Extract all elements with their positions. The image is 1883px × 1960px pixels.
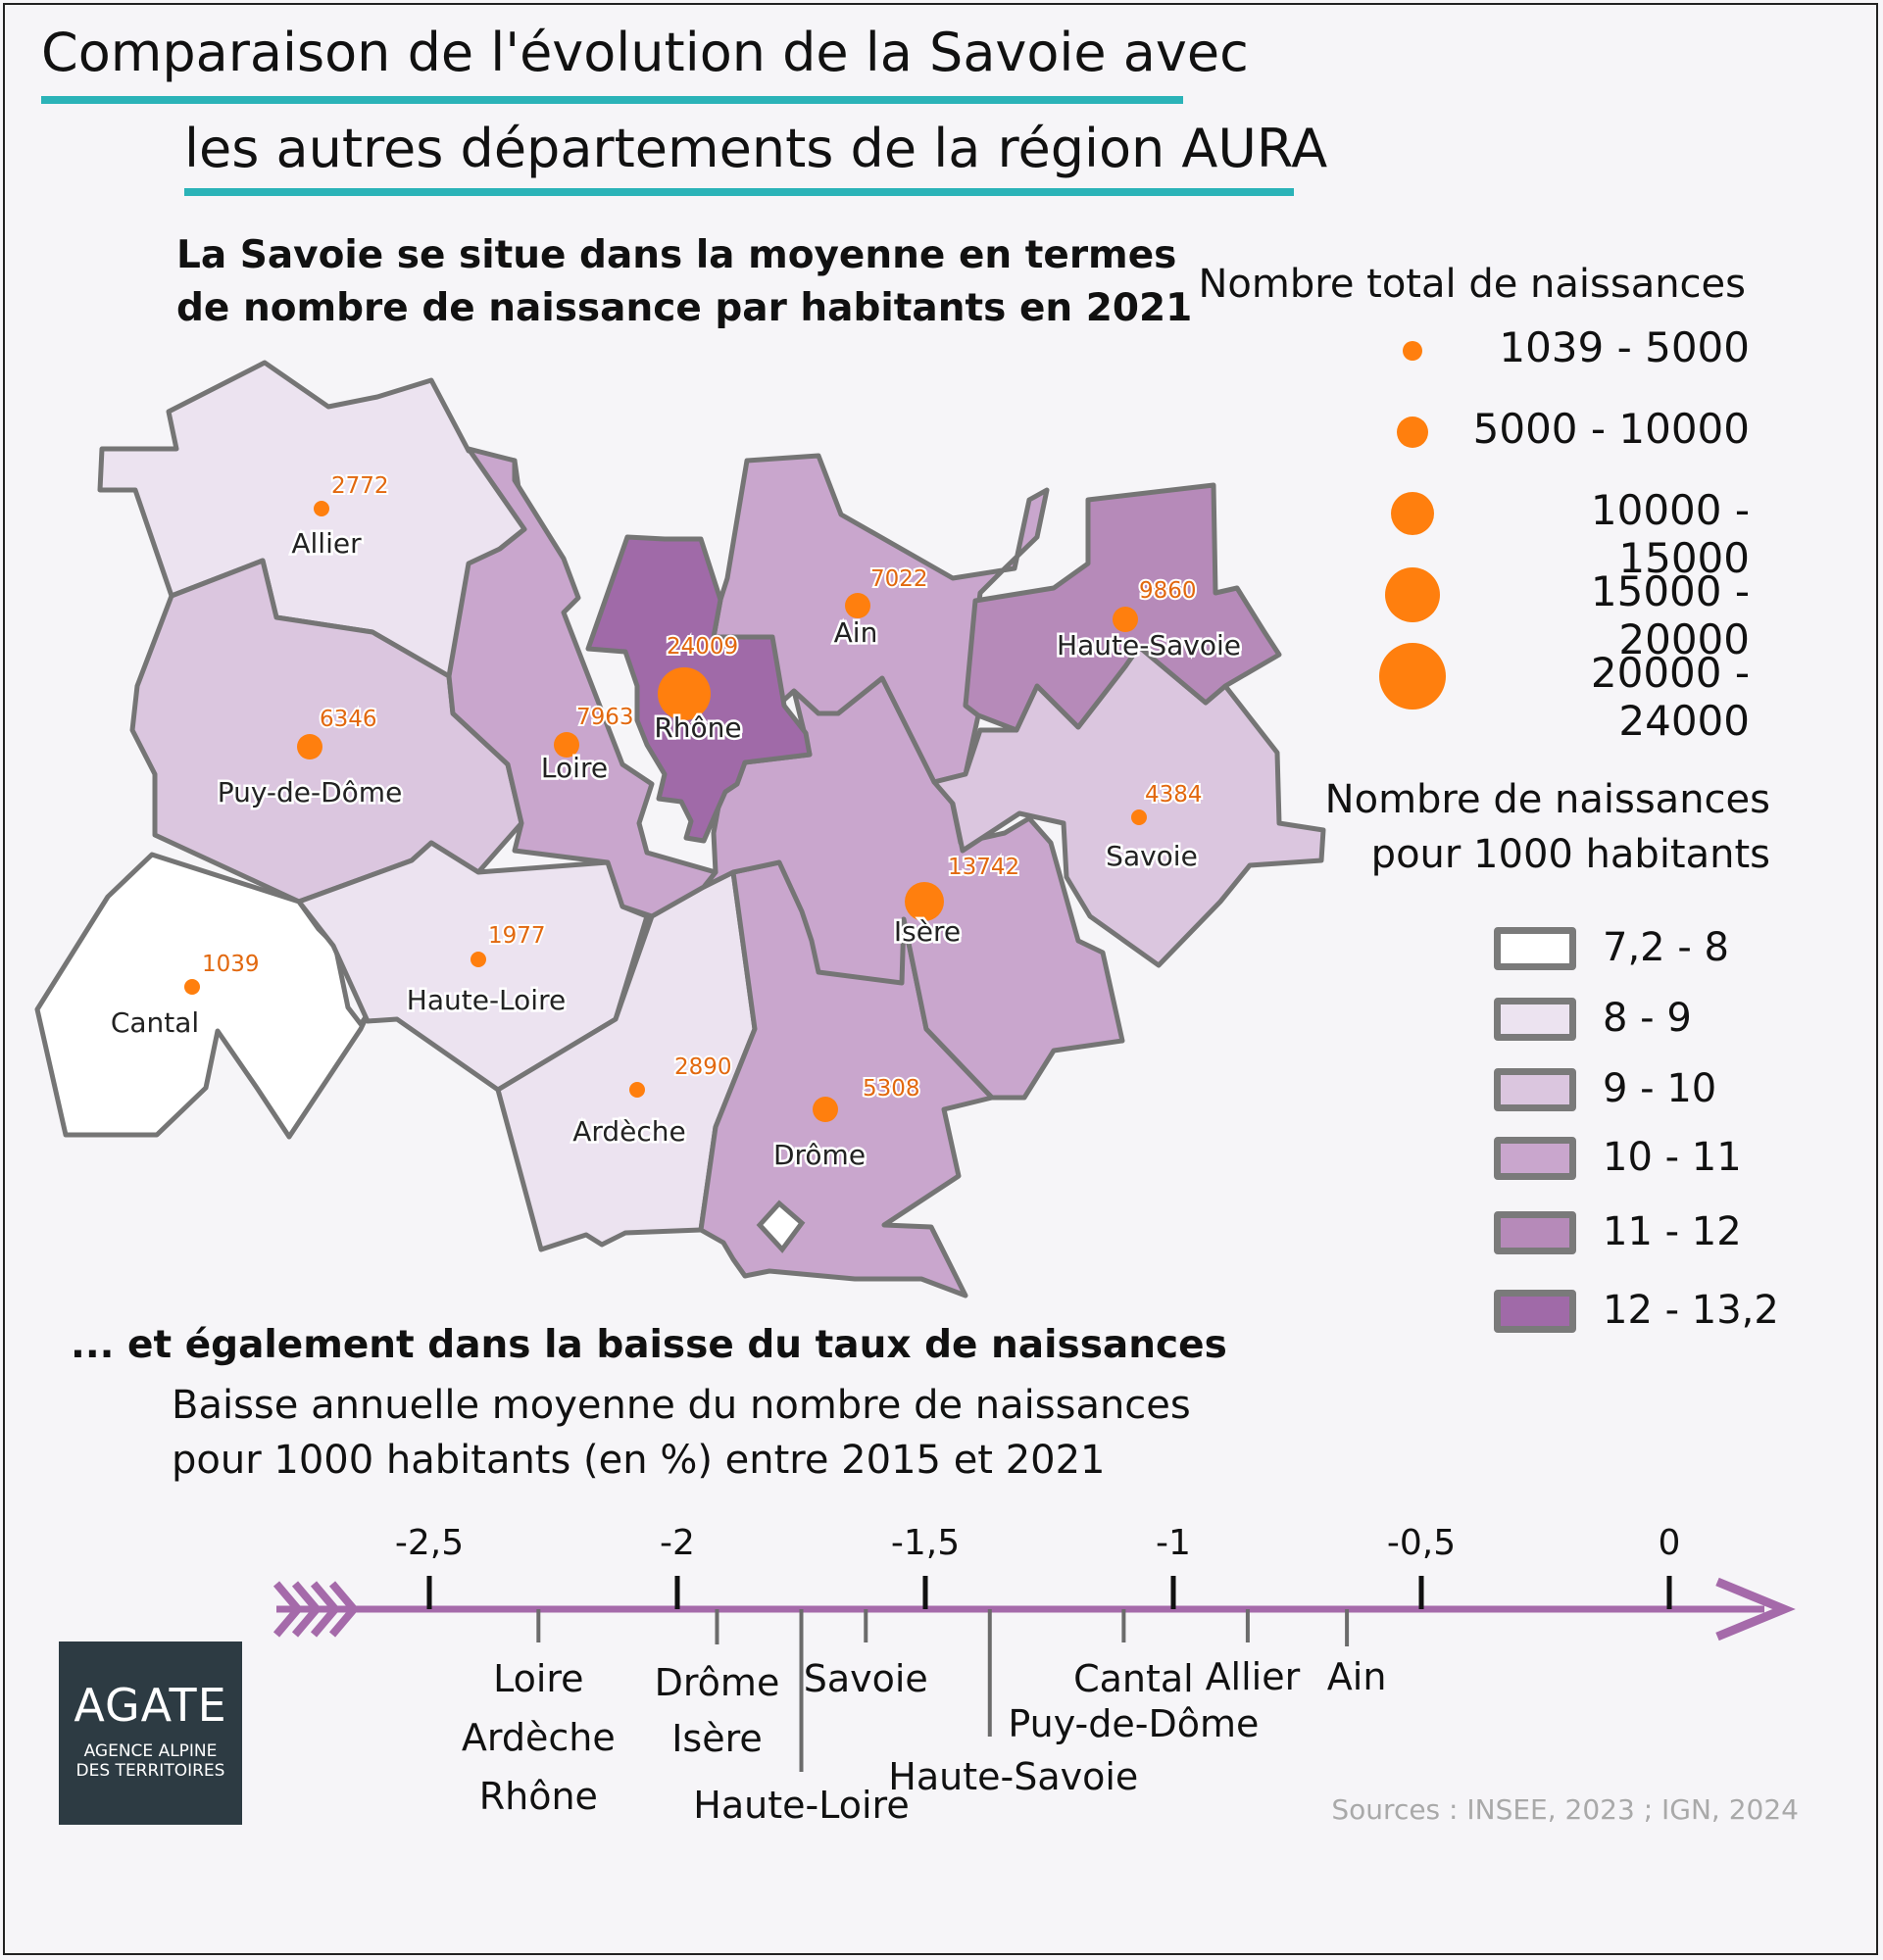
legend-rate-label-5: 11 - 12	[1603, 1209, 1742, 1254]
map-departments	[34, 360, 1326, 1298]
agate-logo: AGATE AGENCE ALPINE DES TERRITOIRES	[59, 1642, 242, 1825]
birth-circle-drome	[813, 1097, 838, 1122]
title-underline-1	[41, 96, 1183, 104]
decline-subtitle-line-2: pour 1000 habitants (en %) entre 2015 et…	[172, 1438, 1106, 1483]
legend-rate-label-4: 10 - 11	[1603, 1135, 1742, 1180]
birth-value-ardeche: 2890	[674, 1054, 732, 1080]
birth-circle-ardeche	[629, 1082, 645, 1098]
legend-rate-label-1: 7,2 - 8	[1603, 925, 1729, 970]
map-birth-circles	[184, 501, 1147, 1122]
birth-value-isere: 13742	[948, 855, 1019, 880]
legend-rate-title: Nombre de naissances pour 1000 habitants	[1325, 772, 1770, 882]
logo-subtitle: AGENCE ALPINE DES TERRITOIRES	[59, 1741, 242, 1781]
title-line-1: Comparaison de l'évolution de la Savoie …	[41, 22, 1249, 83]
dept-label-ain: Ain	[834, 616, 878, 649]
legend-births-title: Nombre total de naissances	[1198, 262, 1747, 307]
legend-births-label-2: 5000 - 10000	[1472, 405, 1750, 453]
decline-subtitle-line-1: Baisse annuelle moyenne du nombre de nai…	[172, 1383, 1191, 1428]
dept-label-rhone: Rhône	[654, 711, 741, 744]
logo-subtitle-line-1: AGENCE ALPINE	[83, 1741, 218, 1761]
legend-rate-swatch-4	[1494, 1137, 1576, 1180]
legend-births-circle-3	[1391, 492, 1434, 535]
page-frame	[3, 3, 1878, 1955]
dept-enclave-valreas	[756, 1200, 806, 1253]
dept-label-puy-de-dome: Puy-de-Dôme	[218, 776, 403, 808]
birth-value-haute-loire: 1977	[488, 923, 546, 949]
legend-births-label-1: 1039 - 5000	[1499, 323, 1750, 371]
sources-note: Sources : INSEE, 2023 ; IGN, 2024	[1331, 1793, 1799, 1826]
dept-label-loire: Loire	[541, 752, 608, 784]
decline-heading: ... et également dans la baisse du taux …	[71, 1323, 1227, 1367]
legend-rate-label-2: 8 - 9	[1603, 996, 1692, 1041]
dept-label-haute-loire: Haute-Loire	[407, 984, 566, 1016]
birth-value-cantal: 1039	[202, 952, 260, 977]
birth-value-loire: 7963	[576, 705, 634, 730]
dept-label-cantal: Cantal	[111, 1006, 199, 1039]
legend-births-label-5: 20000 - 24000	[1590, 649, 1750, 745]
birth-circle-isere	[905, 882, 944, 921]
legend-rate-swatch-5	[1494, 1211, 1576, 1254]
dept-loire	[446, 446, 719, 919]
title-underline-2	[184, 188, 1294, 196]
logo-name: AGATE	[74, 1679, 227, 1732]
dept-label-ardeche: Ardèche	[572, 1115, 686, 1148]
map-heading: La Savoie se situe dans la moyenne en te…	[176, 229, 1192, 335]
birth-circle-rhone	[658, 667, 711, 720]
birth-value-rhone: 24009	[667, 634, 738, 660]
birth-value-haute-savoie: 9860	[1139, 578, 1197, 604]
birth-circle-loire	[554, 732, 579, 758]
birth-value-savoie: 4384	[1145, 782, 1203, 808]
birth-circle-puy-de-dome	[297, 734, 322, 760]
dept-label-isere: Isère	[894, 915, 961, 948]
legend-rate-swatch-1	[1494, 927, 1576, 970]
birth-value-drome: 5308	[863, 1076, 920, 1102]
logo-subtitle-line-2: DES TERRITOIRES	[75, 1761, 225, 1781]
title-line-2: les autres départements de la région AUR…	[184, 118, 1328, 179]
birth-circle-haute-savoie	[1113, 607, 1138, 632]
legend-births-label-3: 10000 - 15000	[1590, 486, 1750, 582]
dept-label-haute-savoie: Haute-Savoie	[1057, 629, 1241, 662]
legend-rate-swatch-3	[1494, 1068, 1576, 1111]
legend-births-circle-2	[1397, 416, 1428, 448]
dept-label-allier: Allier	[291, 527, 362, 560]
legend-rate-swatch-6	[1494, 1290, 1576, 1333]
legend-births-circle-5	[1379, 643, 1446, 710]
legend-rate-label-6: 12 - 13,2	[1603, 1288, 1779, 1333]
dept-label-drome: Drôme	[773, 1139, 866, 1171]
birth-value-allier: 2772	[331, 473, 389, 499]
birth-circle-haute-loire	[471, 952, 486, 967]
map-heading-line-1: La Savoie se situe dans la moyenne en te…	[176, 233, 1177, 277]
legend-rate-title-line-2: pour 1000 habitants	[1370, 832, 1770, 877]
map-labels: 2772 Allier 6346 Puy-de-Dôme 1039 Cantal 1977 H…	[108, 471, 1243, 1174]
map-heading-line-2: de nombre de naissance par habitants en …	[176, 286, 1193, 330]
decline-subtitle: Baisse annuelle moyenne du nombre de nai…	[172, 1378, 1191, 1488]
legend-births-circle-4	[1385, 567, 1440, 622]
birth-value-puy-de-dome: 6346	[320, 707, 377, 732]
birth-circle-savoie	[1131, 809, 1147, 825]
birth-circle-cantal	[184, 979, 200, 995]
legend-rate-label-3: 9 - 10	[1603, 1066, 1717, 1111]
birth-circle-ain	[845, 593, 870, 618]
legend-births-label-4: 15000 - 20000	[1590, 567, 1750, 663]
legend-births-circle-1	[1403, 341, 1422, 361]
birth-value-ain: 7022	[870, 566, 928, 592]
birth-circle-allier	[314, 501, 329, 516]
dept-label-savoie: Savoie	[1106, 840, 1198, 872]
legend-rate-swatch-2	[1494, 998, 1576, 1041]
legend-rate-title-line-1: Nombre de naissances	[1324, 777, 1770, 822]
